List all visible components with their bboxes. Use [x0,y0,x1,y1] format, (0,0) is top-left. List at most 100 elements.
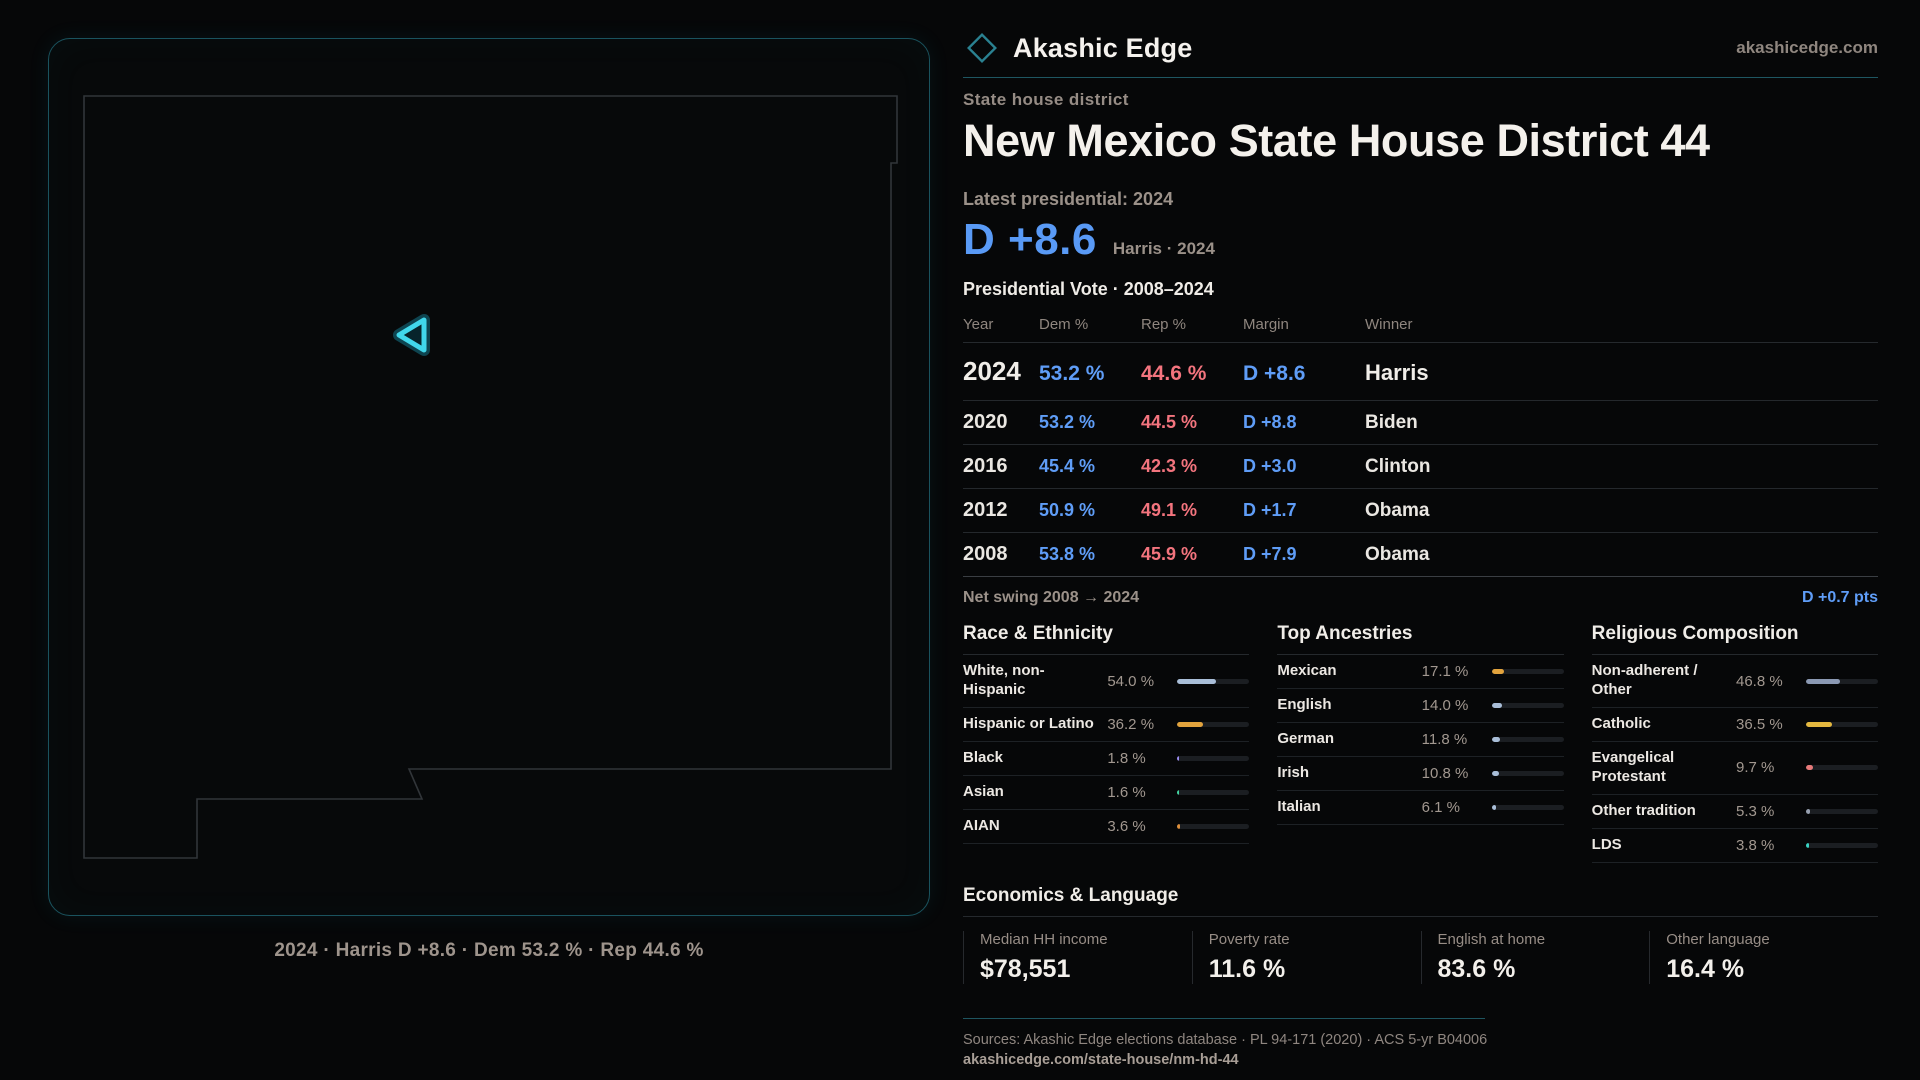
demo-row: Italian 6.1 % [1277,791,1564,825]
demo-bar [1177,678,1250,684]
cell-year: 2012 [963,499,1008,522]
demo-row: Other tradition 5.3 % [1591,795,1878,829]
demo-label: Other tradition [1591,801,1696,819]
eyebrow-label: State house district [963,90,1129,109]
cell-dem-pct: 53.8 % [1039,544,1096,565]
demographics-grid: Race & Ethnicity White, non-Hispanic 54.… [963,623,1878,863]
table-row: 2008 53.8 % 45.9 % D +7.9 Obama [963,533,1878,578]
stat-label: Other language [1666,930,1770,948]
demo-value: 3.8 % [1736,836,1775,854]
cell-margin: D +8.8 [1243,412,1297,433]
section-title: Top Ancestries [1277,623,1564,656]
demo-label: LDS [1591,835,1622,853]
cell-margin: D +3.0 [1243,456,1297,477]
district-map-panel [48,38,930,916]
table-row: 2012 50.9 % 49.1 % D +1.7 Obama [963,489,1878,534]
demo-bar [1806,765,1878,771]
demo-label: Irish [1277,764,1310,782]
stat-poverty-rate: Poverty rate 11.6 % [1191,930,1421,984]
cell-dem-pct: 53.2 % [1039,412,1096,433]
cell-winner: Obama [1365,500,1430,522]
section-title: Race & Ethnicity [963,623,1250,656]
demo-row: Catholic 36.5 % [1591,708,1878,743]
demo-value: 54.0 % [1107,672,1155,690]
sources-line: Sources: Akashic Edge elections database… [963,1031,1488,1048]
content-column: Akashic Edge akashicedge.com State house… [963,0,1878,1069]
diamond-logo-icon [967,33,997,63]
cell-winner: Harris [1365,360,1429,386]
brand-name: Akashic Edge [1013,32,1193,63]
demo-row: AIAN 3.6 % [963,810,1250,844]
section-religious-composition: Religious Composition Non-adherent / Oth… [1591,623,1878,863]
stat-median-income: Median HH income $78,551 [963,930,1192,984]
district-triangle-marker[interactable] [393,314,430,356]
headline-margin-context: Harris · 2024 [1112,239,1215,259]
demo-value: 36.2 % [1107,716,1155,734]
cell-year: 2024 [963,356,1021,387]
cell-year: 2008 [963,543,1008,566]
new-mexico-map [83,95,898,859]
stat-other-language: Other language 16.4 % [1649,930,1878,984]
vote-table-title: Presidential Vote · 2008–2024 [963,279,1214,300]
demo-row: Evangelical Protestant 9.7 % [1591,742,1878,795]
stat-value: 16.4 % [1666,954,1745,983]
table-header-row: Year Dem % Rep % Margin Winner [963,310,1878,344]
stat-value: $78,551 [980,954,1071,983]
cell-margin: D +8.6 [1243,362,1306,386]
demo-label: German [1277,730,1335,748]
demo-label: Italian [1277,797,1321,815]
stat-english-at-home: English at home 83.6 % [1420,930,1650,984]
demo-row: Black 1.8 % [963,742,1250,776]
demo-bar [1491,804,1564,810]
cell-winner: Biden [1365,412,1418,434]
demo-label: Catholic [1591,715,1651,733]
cell-dem-pct: 53.2 % [1039,362,1105,386]
demo-row: White, non-Hispanic 54.0 % [963,655,1250,709]
cell-dem-pct: 45.4 % [1039,456,1096,477]
headline-margin-row: D +8.6 Harris · 2024 [963,215,1878,265]
brand-header: Akashic Edge akashicedge.com [963,0,1878,70]
stat-label: English at home [1437,930,1546,948]
stat-value: 83.6 % [1437,954,1516,983]
cell-dem-pct: 50.9 % [1039,500,1096,521]
cell-rep-pct: 49.1 % [1141,500,1198,521]
cell-rep-pct: 44.5 % [1141,412,1198,433]
table-row: 2020 53.2 % 44.5 % D +8.8 Biden [963,401,1878,446]
stat-label: Median HH income [980,930,1108,948]
demo-bar [1177,789,1250,795]
net-swing-value: D +0.7 pts [1801,589,1878,607]
cell-year: 2016 [963,455,1008,478]
permalink[interactable]: akashicedge.com/state-house/nm-hd-44 [963,1051,1239,1068]
demo-label: Hispanic or Latino [963,715,1094,733]
cell-winner: Clinton [1365,456,1431,478]
demo-row: Irish 10.8 % [1277,757,1564,791]
col-rep: Rep % [1141,316,1187,334]
stat-label: Poverty rate [1208,930,1290,948]
demo-bar [1177,722,1250,728]
demo-bar [1491,669,1564,675]
cell-rep-pct: 42.3 % [1141,456,1198,477]
col-year: Year [963,316,994,334]
site-link[interactable]: akashicedge.com [1736,38,1878,57]
demo-bar [1491,703,1564,709]
demo-label: Mexican [1277,662,1337,680]
demo-row: German 11.8 % [1277,723,1564,758]
demo-row: English 14.0 % [1277,689,1564,724]
demo-row: Non-adherent / Other 46.8 % [1591,655,1878,709]
demo-value: 1.8 % [1107,750,1146,767]
header-divider [963,77,1878,78]
col-margin: Margin [1243,316,1289,334]
stat-value: 11.6 % [1208,954,1286,983]
demo-bar [1806,842,1878,848]
demo-label: AIAN [963,816,1000,834]
cell-rep-pct: 44.6 % [1141,362,1207,386]
latest-presidential-label: Latest presidential: 2024 [963,189,1174,210]
demo-value: 9.7 % [1736,759,1775,777]
section-top-ancestries: Top Ancestries Mexican 17.1 % English 14… [1277,623,1564,825]
net-swing-row: Net swing 2008 → 2024 D +0.7 pts [963,577,1878,611]
demo-bar [1177,756,1250,761]
map-section: 2024 · Harris D +8.6 · Dem 53.2 % · Rep … [48,38,930,962]
demo-label: Black [963,749,1004,767]
demo-bar [1806,808,1878,814]
map-caption: 2024 · Harris D +8.6 · Dem 53.2 % · Rep … [274,940,704,961]
